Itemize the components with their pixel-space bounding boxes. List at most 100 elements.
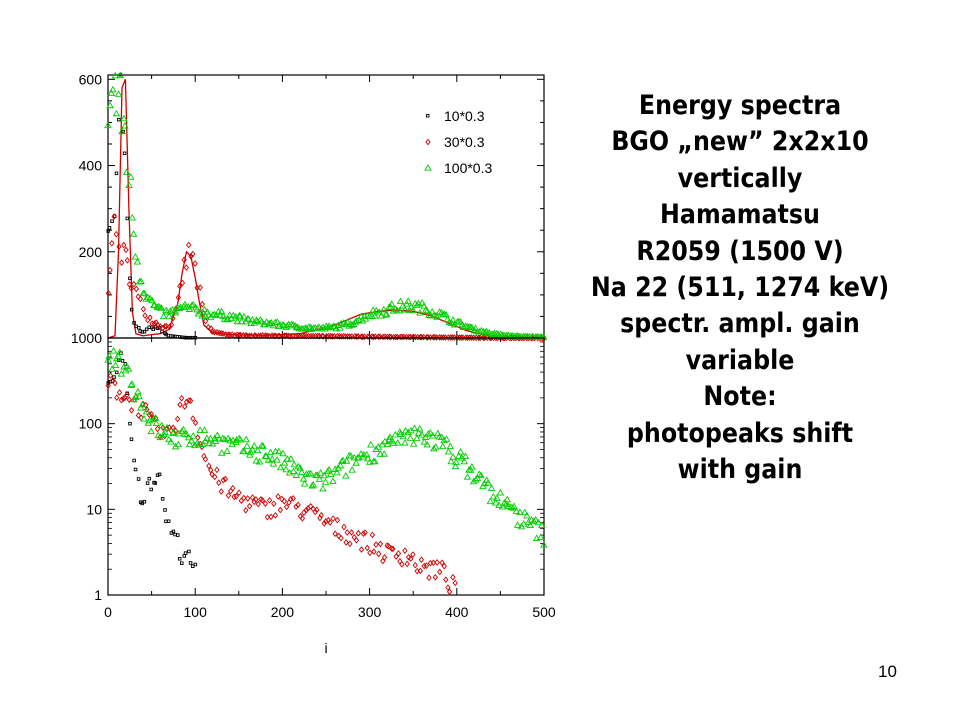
data-point [118, 396, 125, 404]
series-triangle [104, 71, 548, 340]
data-point [299, 515, 306, 522]
data-point [512, 507, 521, 514]
data-point [218, 329, 224, 337]
data-point [177, 557, 182, 561]
data-point [109, 346, 118, 354]
data-point [418, 556, 425, 564]
data-point [331, 465, 339, 472]
data-point [236, 489, 242, 497]
data-point [440, 310, 449, 318]
data-point [177, 282, 183, 290]
data-point [433, 313, 441, 320]
data-point [135, 277, 144, 285]
data-point [468, 463, 476, 470]
data-point [415, 424, 424, 432]
data-point [213, 431, 222, 439]
data-point [424, 334, 430, 341]
data-point [163, 423, 171, 431]
data-point [338, 457, 346, 464]
data-point [420, 333, 427, 341]
data-point [114, 352, 122, 359]
data-point [352, 317, 361, 324]
data-point [409, 440, 418, 447]
data-point [150, 301, 159, 308]
data-point [289, 467, 298, 475]
data-point [205, 323, 212, 331]
data-point [468, 323, 476, 331]
data-point [134, 387, 142, 395]
data-point [184, 433, 193, 441]
data-point [373, 541, 379, 548]
data-point [242, 435, 250, 443]
data-point [491, 498, 500, 506]
data-point [434, 559, 440, 566]
data-point [447, 457, 455, 465]
data-point [426, 429, 435, 436]
data-point [441, 562, 447, 570]
data-point [325, 465, 333, 473]
data-point [399, 333, 405, 341]
series-square [106, 351, 198, 568]
data-point [193, 439, 202, 446]
data-point [316, 469, 325, 476]
data-point [116, 243, 122, 251]
data-point [347, 540, 353, 548]
data-point [393, 333, 399, 341]
data-point [174, 440, 183, 448]
data-point [513, 521, 522, 528]
data-point [159, 312, 168, 320]
data-point [188, 561, 193, 565]
data-point [440, 436, 448, 444]
data-point [137, 404, 145, 411]
data-point [401, 426, 410, 434]
data-point [156, 433, 164, 441]
data-point [440, 334, 447, 341]
data-point [128, 285, 134, 292]
data-point [189, 300, 197, 308]
data-point [151, 320, 158, 327]
data-point [166, 307, 175, 314]
data-point [287, 455, 295, 462]
data-point [157, 472, 162, 477]
data-point [253, 446, 262, 454]
data-point [149, 415, 158, 422]
data-point [301, 509, 307, 517]
data-point [220, 476, 226, 484]
data-point [296, 464, 304, 471]
legend: 10*0.3 30*0.3 100*0.3 [424, 108, 492, 176]
data-point [259, 442, 267, 449]
data-point [348, 466, 356, 473]
data-point [456, 334, 463, 341]
data-point [450, 573, 456, 581]
data-point [385, 542, 392, 550]
data-point [396, 428, 404, 435]
data-point [230, 484, 236, 492]
data-point [131, 280, 137, 288]
data-point [271, 318, 279, 326]
data-point [287, 332, 294, 340]
data-point [155, 321, 161, 329]
data-point [486, 497, 495, 505]
data-point [330, 515, 336, 522]
x-tick-label: 500 [532, 604, 556, 620]
data-point [329, 477, 337, 484]
data-point [144, 327, 149, 332]
data-point [243, 506, 249, 514]
data-point [475, 327, 484, 335]
data-point [348, 529, 355, 536]
data-point [171, 442, 180, 450]
data-point [524, 518, 533, 525]
data-point [370, 333, 377, 341]
data-point [280, 459, 289, 466]
data-point [384, 333, 391, 341]
data-point [128, 213, 136, 221]
note-line: Hamamatsu [660, 199, 820, 231]
data-point [110, 219, 114, 224]
data-point [402, 547, 408, 554]
data-point [471, 324, 480, 332]
data-point [131, 252, 140, 260]
data-point [133, 285, 139, 293]
data-point [157, 304, 166, 311]
data-point [341, 523, 347, 531]
